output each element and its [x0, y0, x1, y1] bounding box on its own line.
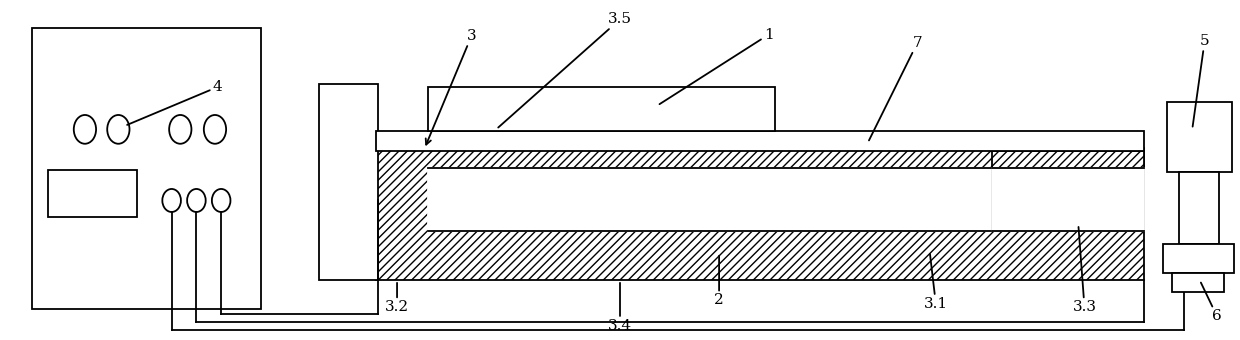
Text: 3: 3 — [425, 29, 476, 144]
Bar — [1178, 172, 1219, 244]
Ellipse shape — [203, 115, 226, 144]
Ellipse shape — [169, 115, 191, 144]
Text: 2: 2 — [714, 256, 724, 307]
Ellipse shape — [107, 115, 129, 144]
Bar — [376, 131, 1145, 151]
Bar — [32, 28, 260, 309]
Text: 5: 5 — [1193, 34, 1209, 126]
Bar — [319, 84, 378, 280]
Text: 3.4: 3.4 — [608, 283, 632, 333]
Text: 3.1: 3.1 — [924, 254, 947, 311]
Bar — [376, 148, 1145, 280]
Bar — [1163, 244, 1234, 273]
Ellipse shape — [212, 189, 231, 212]
Bar — [48, 170, 136, 217]
Text: 3.3: 3.3 — [1073, 227, 1096, 314]
Text: 4: 4 — [128, 80, 222, 125]
Ellipse shape — [73, 115, 95, 144]
Ellipse shape — [162, 189, 181, 212]
Ellipse shape — [187, 189, 206, 212]
Bar — [1168, 102, 1231, 172]
Text: 3.2: 3.2 — [384, 283, 409, 314]
Bar — [992, 168, 1145, 231]
Bar — [428, 168, 1091, 231]
Text: 7: 7 — [869, 36, 923, 140]
Text: 6: 6 — [1200, 283, 1221, 323]
Bar — [1173, 273, 1224, 292]
Text: 1: 1 — [660, 28, 774, 104]
Text: 3.5: 3.5 — [498, 12, 632, 128]
Bar — [992, 151, 1145, 231]
Bar — [428, 87, 775, 131]
